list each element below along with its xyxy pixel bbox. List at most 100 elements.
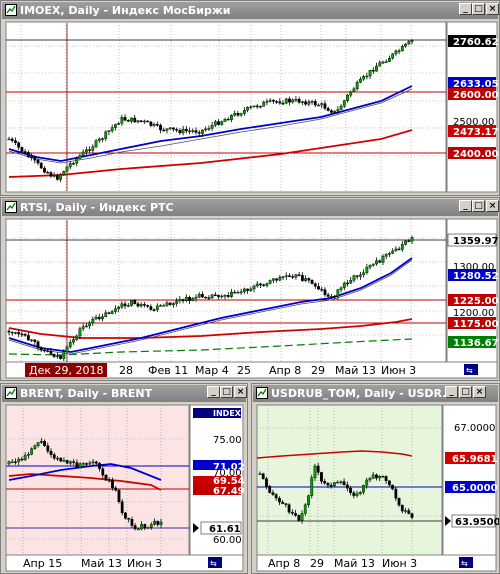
candle — [75, 335, 79, 340]
candle — [304, 101, 308, 105]
candle — [362, 485, 365, 493]
candle — [352, 275, 356, 281]
candle — [17, 332, 21, 335]
close-button[interactable]: × — [486, 200, 499, 212]
candle — [291, 99, 295, 103]
close-button[interactable]: × — [473, 386, 486, 398]
candle — [368, 264, 372, 268]
candle — [33, 339, 37, 342]
candle — [310, 279, 314, 284]
candle — [300, 513, 304, 521]
brent-x-label: Апр 15 — [23, 557, 62, 570]
minimize-button[interactable]: _ — [459, 200, 472, 212]
candle — [59, 174, 62, 180]
candle — [207, 128, 211, 130]
candle — [400, 504, 404, 512]
usdrub-last-price: 63.9500 — [455, 517, 499, 528]
candle — [14, 332, 17, 334]
candle — [297, 99, 301, 103]
candle — [91, 146, 95, 151]
candle — [104, 475, 108, 481]
candle — [101, 468, 105, 476]
maximize-button[interactable]: □ — [459, 386, 472, 398]
last-price-badge — [447, 233, 497, 247]
candle — [59, 457, 63, 462]
candle — [281, 276, 285, 278]
candle — [194, 130, 198, 133]
close-button[interactable]: × — [234, 386, 247, 398]
rtsi-chart-window[interactable]: RTSI, Daily - Индекс РТС _ □ × 1359.97 1… — [0, 197, 500, 381]
imoex-titlebar[interactable]: IMOEX, Daily - Индекс МосБиржи — [2, 2, 498, 19]
candle — [261, 473, 265, 480]
brent-titlebar[interactable]: BRENT, Daily - BRENT — [2, 385, 246, 402]
candle — [136, 528, 140, 531]
candle — [255, 283, 259, 287]
maximize-button[interactable]: □ — [472, 3, 485, 15]
candle — [94, 140, 98, 147]
candle — [342, 282, 346, 288]
candle — [265, 283, 269, 286]
candle — [294, 513, 297, 516]
imoex-chart[interactable]: 2760.62 2633.05 2600.00 2500.00 2473.17 … — [1, 1, 499, 195]
minimize-button[interactable]: _ — [207, 386, 220, 398]
sync-icon[interactable]: ⇆ — [464, 364, 478, 375]
brent-chart-window[interactable]: BRENT, Daily - BRENT _ □ × INDEX 75.00 7… — [0, 383, 248, 574]
candle — [159, 124, 162, 131]
candle — [371, 474, 375, 479]
level-badge — [193, 484, 241, 495]
rtsi-level-upper: 1225.00 — [453, 296, 499, 307]
maximize-button[interactable]: □ — [220, 386, 233, 398]
candle — [275, 278, 278, 281]
candle — [410, 40, 414, 42]
ma-red-badge — [448, 125, 496, 137]
candle — [284, 275, 288, 277]
usdrub-chart[interactable]: 67.0000 65.9681 65.0000 63.9500 Апр 8 29… — [252, 384, 499, 573]
candle — [317, 285, 320, 290]
imoex-chart-window[interactable]: IMOEX, Daily - Индекс МосБиржи _ □ × 276… — [0, 0, 500, 196]
candle — [236, 112, 240, 116]
candle — [168, 302, 172, 306]
sync-icon[interactable]: ⇆ — [208, 557, 222, 568]
candle — [52, 353, 56, 357]
minimize-button[interactable]: _ — [459, 3, 472, 15]
candle — [81, 151, 85, 156]
candle — [359, 78, 362, 83]
close-button[interactable]: × — [486, 3, 499, 15]
candle — [378, 475, 382, 479]
candle — [20, 458, 24, 461]
rtsi-titlebar[interactable]: RTSI, Daily - Индекс РТС — [2, 199, 498, 216]
candle — [136, 303, 140, 307]
candle — [288, 98, 291, 103]
imoex-last-price: 2760.62 — [453, 37, 499, 48]
candle — [368, 478, 372, 481]
chart-window-icon — [5, 387, 17, 399]
last-price-arrow-icon — [193, 523, 199, 533]
candle — [352, 492, 356, 496]
candle — [326, 482, 330, 486]
candle — [268, 280, 272, 284]
candle — [378, 260, 382, 263]
candle — [149, 524, 153, 528]
usdrub-chart-window[interactable]: USDRUB_TOM, Daily - USDR... _ □ × 67.000… — [251, 383, 500, 574]
sync-icon[interactable]: ⇆ — [459, 557, 473, 568]
rtsi-chart[interactable]: 1359.97 1300.00 1280.52 1225.00 1200.00 … — [1, 198, 499, 380]
candle — [349, 91, 353, 96]
candle — [365, 75, 369, 78]
maximize-button[interactable]: □ — [472, 200, 485, 212]
candle — [210, 124, 214, 129]
minimize-button[interactable]: _ — [445, 386, 458, 398]
candle — [265, 101, 269, 103]
candle — [333, 295, 337, 298]
brent-chart[interactable]: INDEX 75.00 71.02 70.00 69.54 67.49 61.6… — [1, 384, 247, 573]
candle — [284, 503, 288, 505]
usdrub-axis-67: 67.0000 — [454, 423, 495, 434]
usdrub-titlebar[interactable]: USDRUB_TOM, Daily - USDR... — [253, 385, 498, 402]
candle — [281, 501, 285, 504]
candle — [84, 149, 88, 153]
candle — [258, 473, 262, 475]
candle — [107, 480, 111, 482]
brent-index-tag: INDEX — [213, 409, 242, 418]
level-lower-badge — [448, 147, 496, 159]
candle — [39, 441, 43, 443]
candle — [117, 306, 121, 309]
